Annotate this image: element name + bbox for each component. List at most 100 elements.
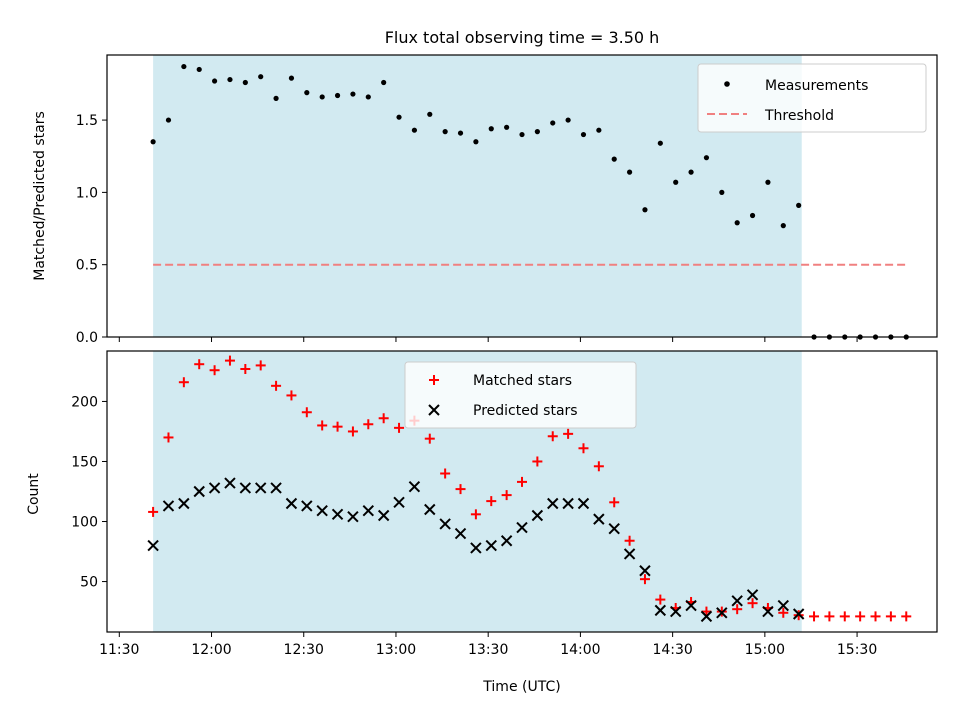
measurement-point [381, 79, 387, 86]
measurement-points [150, 63, 909, 340]
measurement-point [457, 130, 464, 136]
predicted-star-point [485, 539, 497, 552]
matched-star-point [224, 355, 235, 366]
predicted-star-point [669, 605, 682, 618]
predicted-star-point [470, 542, 482, 554]
predicted-star-point [393, 496, 405, 509]
count-axes-frame [106, 350, 938, 633]
matched-star-point [317, 420, 328, 431]
ratio-axes-frame [106, 54, 938, 338]
predicted-star-point [147, 539, 159, 552]
measurement-point [673, 179, 679, 185]
count-y-label: Count [26, 473, 42, 515]
predicted-star-point [162, 500, 175, 512]
x-tick-label: 15:30 [837, 642, 877, 658]
ratio-legend-box [697, 63, 927, 133]
measurement-point [519, 131, 525, 138]
matched-star-point [532, 456, 543, 467]
measurement-point [242, 79, 248, 86]
predicted-star-point [254, 482, 267, 494]
measurement-point [703, 155, 710, 161]
predicted-star-point [193, 485, 205, 498]
x-tick-label: 15:00 [745, 642, 785, 658]
matched-star-point [486, 496, 497, 507]
matched-star-point [593, 461, 604, 472]
measurement-point [534, 129, 540, 135]
x-axis-label: Time (UTC) [482, 679, 560, 695]
ratio-y-ticks: 0.0 0.5 1.0 1.5 [76, 113, 107, 346]
predicted-star-point [562, 497, 574, 510]
measurement-point [765, 179, 771, 185]
matched-star-point [655, 594, 666, 605]
predicted-star-point [178, 497, 190, 510]
legend-cross-marker [428, 404, 440, 416]
predicted-star-point [746, 589, 759, 601]
y-tick-label: 1.5 [76, 113, 98, 129]
predicted-star-point [762, 605, 774, 618]
count-legend-box [404, 361, 637, 429]
matched-star-point [747, 598, 758, 609]
matched-star-point [870, 611, 881, 622]
predicted-star-point [500, 535, 513, 547]
measurement-point [365, 94, 371, 100]
count-panel: 50 100 150 200 11:30 12:00 12:30 13:00 13:30 14:… [26, 350, 938, 695]
legend-measurements-label: Measurements [765, 78, 868, 94]
legend-matched-marker [429, 375, 439, 385]
measurement-point [719, 189, 725, 195]
predicted-star-point [577, 497, 590, 510]
y-tick-label: 0.5 [76, 258, 98, 274]
matched-star-point [578, 443, 589, 454]
count-x-ticks: 11:30 12:00 12:30 13:00 13:30 14:00 14:30 15:00… [99, 632, 877, 658]
matched-star-point [809, 611, 820, 622]
measurement-point [796, 202, 802, 208]
predicted-star-point [792, 608, 805, 620]
x-tick-label: 14:00 [560, 642, 600, 658]
matched-star-point [855, 611, 866, 622]
legend-matched-label: Matched stars [473, 373, 572, 389]
measurement-point [196, 66, 202, 73]
predicted-star-point [685, 599, 697, 612]
matched-star-point [286, 390, 297, 401]
predicted-star-point [716, 607, 728, 619]
predicted-star-point [531, 509, 544, 522]
y-tick-label: 100 [71, 515, 98, 531]
count-points [147, 355, 912, 623]
measurement-point [550, 120, 556, 126]
measurement-point [642, 207, 648, 213]
legend-plus-marker [429, 375, 439, 385]
matched-star-point [639, 574, 650, 585]
matched-star-point [624, 535, 635, 546]
measurement-point [657, 140, 663, 146]
ratio-legend: Measurements Threshold [697, 63, 927, 133]
measurement-point [427, 111, 433, 117]
matched-star-point [163, 432, 174, 443]
count-y-ticks: 50 100 150 200 [71, 394, 107, 591]
matched-star-point [194, 359, 205, 370]
matched-star-point [501, 490, 512, 501]
predicted-star-point [285, 497, 298, 510]
measurement-point [565, 117, 571, 123]
predicted-star-point [377, 509, 390, 522]
measurement-point [304, 90, 310, 96]
predicted-star-point [331, 508, 344, 521]
chart-title: Flux total observing time = 3.50 h [385, 28, 660, 47]
legend-measurement-marker [724, 81, 730, 87]
predicted-star-point [700, 610, 713, 623]
predicted-star-point [639, 565, 651, 577]
matched-star-point [901, 611, 912, 622]
ratio-y-label: Matched/Predicted stars [32, 111, 48, 281]
predicted-star-point [439, 518, 451, 530]
x-tick-label: 11:30 [99, 642, 139, 658]
predicted-star-point [608, 523, 620, 535]
ratio-panel: 0.0 0.5 1.0 1.5 Matched/Predicted stars Mea… [32, 54, 938, 346]
matched-star-point [824, 611, 835, 622]
predicted-star-point [224, 477, 236, 489]
measurement-point [227, 76, 233, 83]
measurement-point [211, 78, 218, 84]
matched-star-point [563, 428, 574, 439]
predicted-star-point [731, 595, 743, 607]
matched-star-point [240, 364, 251, 375]
measurement-point [258, 74, 264, 80]
predicted-star-point [347, 511, 359, 523]
